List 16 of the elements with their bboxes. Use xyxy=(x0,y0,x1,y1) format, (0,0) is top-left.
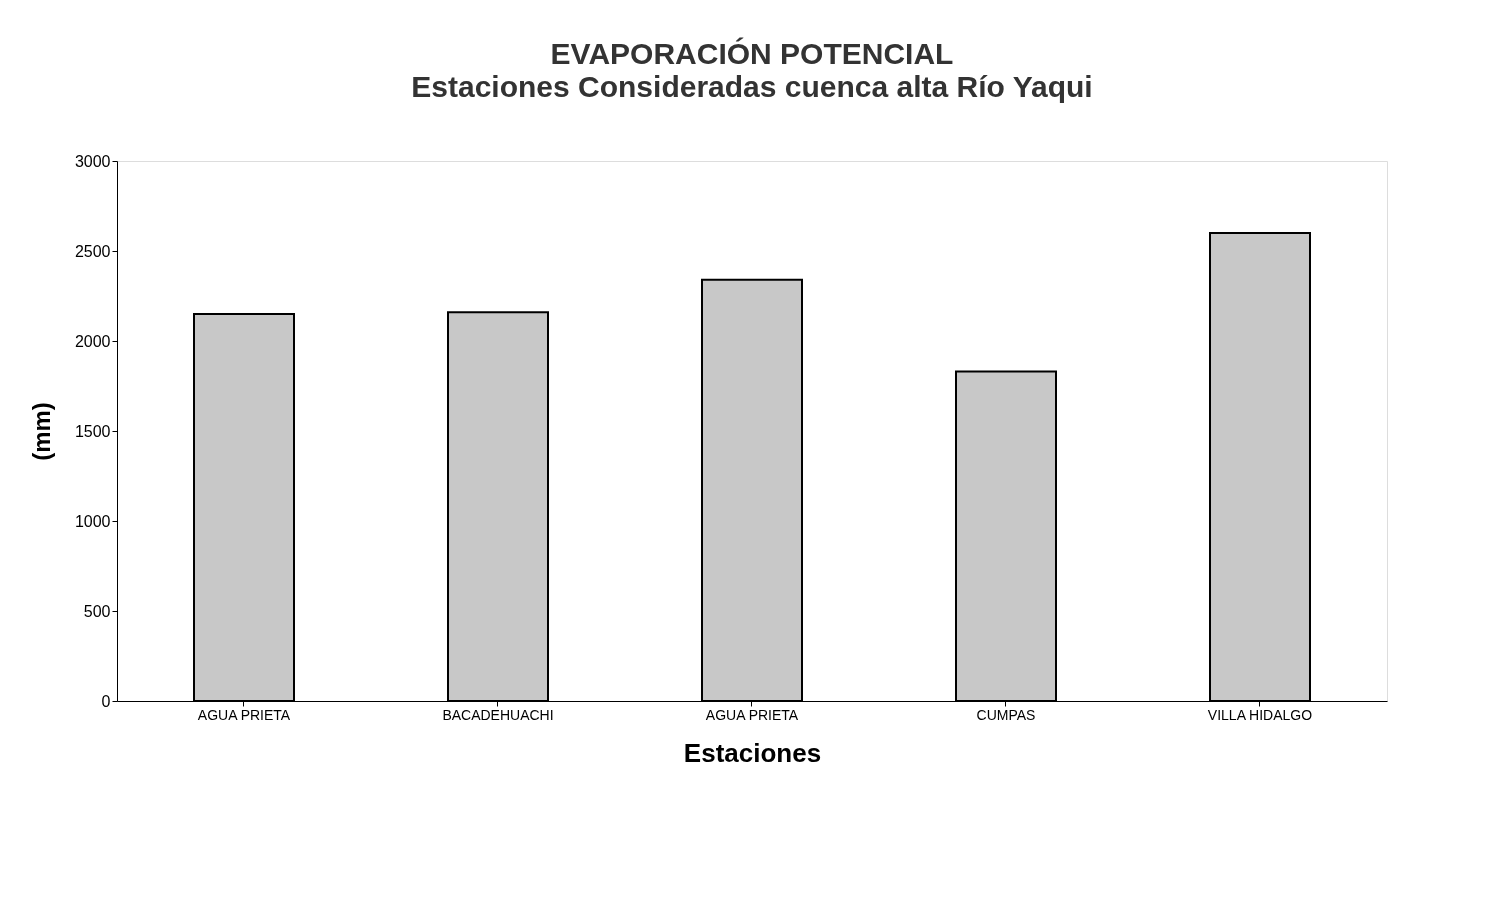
y-tick-label: 2000 xyxy=(74,332,111,350)
y-tick-label: 3000 xyxy=(74,152,111,170)
x-axis-title: Estaciones xyxy=(683,737,822,768)
y-tick-label: 1000 xyxy=(74,512,111,530)
y-tick-label: 0 xyxy=(101,692,111,710)
y-tick-label: 1500 xyxy=(74,422,111,440)
y-tick-label: 500 xyxy=(83,602,111,620)
x-tick-label: BACADEHUACHI xyxy=(442,706,554,723)
y-axis-title: (mm) xyxy=(27,402,55,461)
y-tick-label: 2500 xyxy=(74,242,111,260)
x-tick-label: AGUA PRIETA xyxy=(705,706,799,723)
x-tick-label: CUMPAS xyxy=(976,706,1036,723)
chart-title: EVAPORACIÓN POTENCIAL xyxy=(550,37,954,70)
chart-subtitle: Estaciones Consideradas cuenca alta Río Yaqui xyxy=(411,70,1093,103)
x-tick-label: VILLA HIDALGO xyxy=(1207,706,1313,723)
x-tick-label: AGUA PRIETA xyxy=(197,706,291,723)
